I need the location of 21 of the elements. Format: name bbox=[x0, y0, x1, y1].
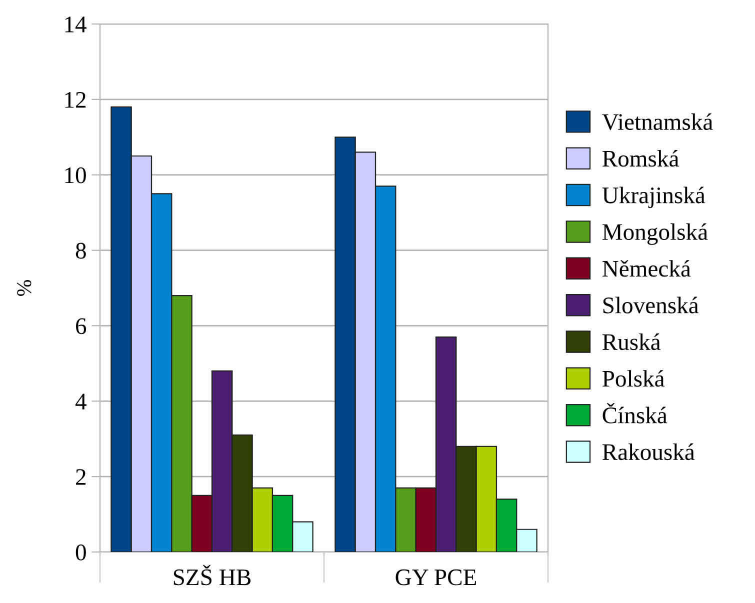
legend-label: Vietnamská bbox=[602, 113, 713, 130]
legend-label: Polská bbox=[602, 370, 664, 387]
legend-label: Slovenská bbox=[603, 296, 699, 314]
legend-label: Romská bbox=[602, 150, 679, 167]
y-tick-label: 8 bbox=[76, 242, 86, 259]
y-tick-label: 2 bbox=[76, 469, 86, 485]
legend-label: Čínská bbox=[602, 402, 668, 424]
x-tick-label: GY PCE bbox=[396, 569, 476, 586]
y-tick-label: 6 bbox=[76, 318, 86, 334]
legend-label: Rakouská bbox=[602, 443, 695, 460]
x-tick-label: SZŠ HB bbox=[174, 564, 251, 586]
legend-label: Mongolská bbox=[602, 223, 708, 245]
y-tick-label: 14 bbox=[65, 16, 86, 32]
legend-label: Ukrajinská bbox=[602, 186, 706, 208]
legend-label: Ruská bbox=[602, 333, 661, 350]
y-axis-title: % bbox=[17, 280, 32, 296]
y-tick-label: 4 bbox=[75, 394, 86, 410]
y-tick-label: 12 bbox=[65, 92, 86, 108]
y-tick-label: 0 bbox=[76, 544, 86, 560]
y-tick-label: 10 bbox=[65, 167, 86, 184]
legend-label: Německá bbox=[602, 260, 691, 277]
